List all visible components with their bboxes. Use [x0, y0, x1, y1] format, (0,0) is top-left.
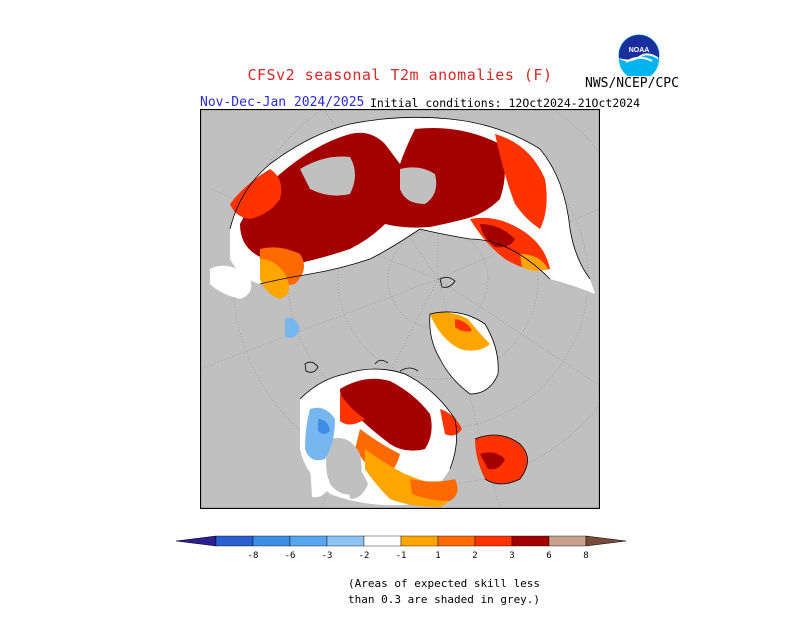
- colorbar-tick-label: -6: [285, 551, 296, 560]
- colorbar-tick-label: 6: [546, 551, 551, 560]
- skill-note-line1: (Areas of expected skill less: [348, 577, 541, 590]
- us-warm2: [410, 479, 458, 501]
- season-label: Nov-Dec-Jan 2024/2025: [200, 95, 365, 110]
- eurasia-warm3-west: [230, 169, 282, 219]
- colorbar-box: [474, 535, 513, 547]
- canada-warm4: [340, 378, 432, 451]
- west-grey2: [345, 459, 368, 499]
- noaa-logo-icon: NOAA: [618, 34, 660, 76]
- greenland-warm3: [455, 319, 472, 332]
- colorbar-tick-label: -1: [396, 551, 407, 560]
- agency-label: NWS/NCEP/CPC: [585, 76, 679, 91]
- mexico-white: [310, 464, 330, 498]
- colorbar-tick-label: 2: [472, 551, 477, 560]
- colorbar-tick-label: -3: [322, 551, 333, 560]
- colorbar-box: [363, 535, 402, 547]
- alaska-cold: [305, 407, 335, 461]
- colorbar-box: [326, 535, 365, 547]
- colorbar-box: [215, 535, 254, 547]
- eurasia-warm3-east: [495, 134, 547, 229]
- initial-conditions-label: Initial conditions: 12Oct2024-21Oct2024: [370, 96, 641, 110]
- alaska-cold2: [318, 419, 330, 434]
- colorbar-box: [511, 535, 550, 547]
- eurasia-cold1: [285, 317, 300, 338]
- colorbar: -8 -6 -3 -2 -1 1 2 3 6 8: [176, 535, 626, 560]
- greenland-warm1: [430, 312, 490, 351]
- colorbar-box: [289, 535, 328, 547]
- skill-note-line2: than 0.3 are shaded in grey.): [348, 593, 541, 606]
- colorbar-tick-label: -8: [248, 551, 259, 560]
- colorbar-tick-label: 1: [435, 551, 440, 560]
- labrador-warm4: [480, 452, 505, 470]
- arabia-white: [210, 265, 252, 299]
- colorbar-tick-label: 8: [583, 551, 588, 560]
- colorbar-box: [548, 535, 587, 547]
- map-frame: [200, 109, 600, 509]
- coastlines: [229, 116, 591, 485]
- skill-note: (Areas of expected skill less than 0.3 a…: [348, 576, 548, 608]
- colorbar-arrow-left: [176, 535, 217, 547]
- asia-east-warm4: [480, 224, 515, 248]
- canada-warm3: [340, 394, 365, 425]
- colorbar-box: [400, 535, 439, 547]
- colorbar-arrow-right: [585, 535, 626, 547]
- asia-east-warm1: [520, 254, 548, 272]
- eurasia-warm1-south: [260, 259, 289, 299]
- map-title: CFSv2 seasonal T2m anomalies (F): [247, 66, 553, 84]
- colorbar-tick-label: 3: [509, 551, 514, 560]
- colorbar-box: [252, 535, 291, 547]
- colorbar-box: [437, 535, 476, 547]
- logo-text: NOAA: [629, 47, 650, 54]
- colorbar-tick-label: -2: [359, 551, 370, 560]
- eurasia-warm4: [240, 128, 505, 264]
- anomaly-map: [200, 109, 600, 509]
